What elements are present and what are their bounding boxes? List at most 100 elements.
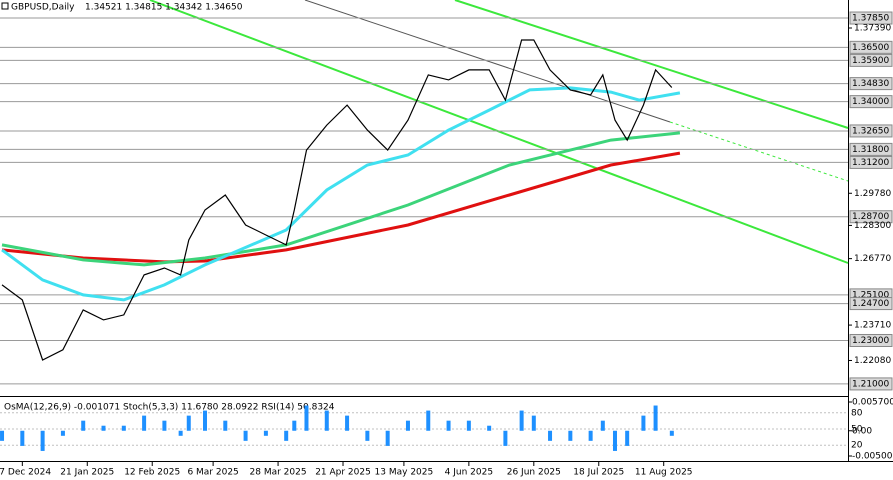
level-label-box <box>849 333 893 347</box>
osma-bar <box>669 430 674 436</box>
price-line <box>1 39 673 361</box>
osma-bar <box>263 430 268 436</box>
osma-bar <box>641 415 646 431</box>
x-tick-label: 4 Jun 2025 <box>445 468 493 478</box>
y-tick-label: 1.28300 <box>854 221 891 231</box>
x-tick-label: 11 Aug 2025 <box>635 468 693 478</box>
osma-bar <box>345 415 350 431</box>
osma-bar <box>81 420 86 431</box>
osma-bar <box>304 405 309 431</box>
osma-bar <box>223 420 228 431</box>
indicator-tick-label: -0.005003 <box>852 452 893 462</box>
y-tick-label: 1.37390 <box>854 24 891 34</box>
osma-bar <box>385 430 390 446</box>
level-label-box <box>849 40 893 54</box>
osma-bar <box>101 425 106 431</box>
level-label-box <box>849 210 893 224</box>
level-label-box <box>849 95 893 109</box>
osma-bar <box>405 420 410 431</box>
osma-bar <box>612 430 617 451</box>
osma-bar <box>503 430 508 446</box>
osma-bar <box>40 430 45 451</box>
osma-bar <box>653 405 658 431</box>
quote: 1.34521 1.34815 1.34342 1.34650 <box>85 3 243 13</box>
x-tick-label: 21 Jan 2025 <box>60 468 114 478</box>
stoch-tick-label: 50 <box>851 425 863 435</box>
level-label-box <box>849 124 893 138</box>
level-label: 1.34830 <box>852 79 889 89</box>
x-tick-label: 6 Mar 2025 <box>187 468 238 478</box>
osma-bar <box>625 430 630 446</box>
symbol-icon <box>1 2 9 10</box>
osma-bar <box>519 410 524 431</box>
level-label: 1.36500 <box>852 43 889 53</box>
level-label: 1.21000 <box>852 379 889 389</box>
indicator-legend: OsMA(12,26,9) -0.001071 Stoch(5,3,3) 11.… <box>4 403 335 413</box>
chart-title: GBPUSD,Daily <box>11 3 75 13</box>
level-label: 1.37850 <box>852 14 889 24</box>
osma-bar <box>548 430 553 441</box>
moving-average <box>1 131 681 267</box>
osma-bar <box>0 430 5 441</box>
stoch-tick-label: 80 <box>851 408 863 418</box>
level-label: 1.31800 <box>852 145 889 155</box>
level-label-box <box>849 77 893 91</box>
osma-bar <box>60 430 65 436</box>
x-tick-label: 27 Dec 2024 <box>0 468 51 478</box>
osma-bar <box>202 410 207 431</box>
osma-bar <box>600 420 605 431</box>
level-label: 1.34000 <box>852 97 889 107</box>
osma-bar <box>487 425 492 431</box>
x-tick-label: 21 Apr 2025 <box>315 468 371 478</box>
osma-bar <box>142 415 147 431</box>
osma-bar <box>588 430 593 441</box>
x-tick-label: 18 Jul 2025 <box>573 468 624 478</box>
level-label-box <box>849 142 893 156</box>
osma-bar <box>324 410 329 431</box>
osma-bar <box>292 420 297 431</box>
osma-bar <box>178 430 183 436</box>
osma-bar <box>186 415 191 431</box>
trend-line <box>454 0 849 129</box>
level-label-box <box>849 11 893 25</box>
trend-line <box>669 121 849 182</box>
stoch-tick-label: 20 <box>851 441 863 451</box>
moving-average <box>1 86 681 302</box>
y-tick-label: 1.23710 <box>854 321 891 331</box>
osma-bar <box>162 420 167 431</box>
level-label: 1.31200 <box>852 158 889 168</box>
x-tick-label: 28 Mar 2025 <box>250 468 307 478</box>
level-label: 1.35900 <box>852 56 889 66</box>
x-tick-label: 13 May 2025 <box>375 468 434 478</box>
level-label-box <box>849 53 893 67</box>
osma-bar <box>568 430 573 441</box>
level-label-box <box>849 377 893 391</box>
osma-bar <box>121 425 126 431</box>
x-tick-label: 12 Feb 2025 <box>124 468 180 478</box>
osma-bar <box>446 420 451 431</box>
osma-bar <box>426 410 431 431</box>
level-label-box <box>849 297 893 311</box>
x-tick-label: 26 Jun 2025 <box>507 468 561 478</box>
osma-bar <box>243 430 248 441</box>
level-label-box <box>849 155 893 169</box>
osma-bar <box>365 430 370 441</box>
level-label: 1.28700 <box>852 212 889 222</box>
indicator-tick-label: 0.00 <box>852 426 872 436</box>
level-label: 1.23000 <box>852 336 889 346</box>
y-tick-label: 1.22080 <box>854 356 891 366</box>
y-tick-label: 1.29780 <box>854 189 891 199</box>
level-label: 1.24700 <box>852 299 889 309</box>
osma-bar <box>466 420 471 431</box>
osma-bar <box>284 430 289 441</box>
level-label: 1.25100 <box>852 290 889 300</box>
osma-bar <box>531 415 536 431</box>
moving-average <box>1 151 681 264</box>
trend-line <box>149 0 849 264</box>
indicator-tick-label: 0.005700 <box>852 398 893 408</box>
osma-bar <box>20 430 25 446</box>
level-label: 1.32650 <box>852 126 889 136</box>
y-tick-label: 1.26770 <box>854 254 891 264</box>
